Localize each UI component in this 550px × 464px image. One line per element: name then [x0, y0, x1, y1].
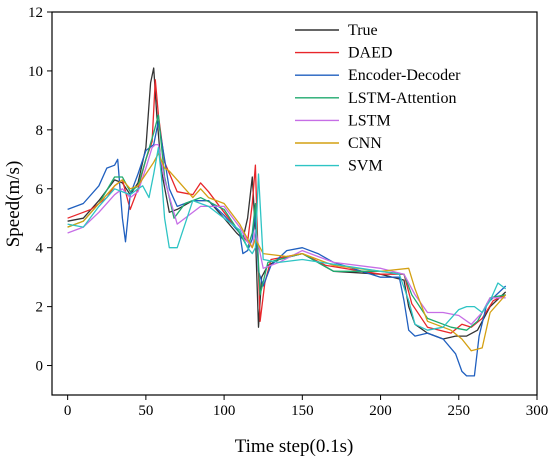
plot-lines: [67, 67, 507, 377]
series-line-true: [67, 67, 507, 340]
x-tick-label: 150: [291, 403, 314, 419]
legend-label: CNN: [348, 135, 382, 152]
legend-label: DAED: [348, 45, 392, 62]
series-line-encoder-decoder: [67, 120, 507, 377]
x-tick-label: 250: [448, 403, 471, 419]
y-tick-label: 8: [36, 123, 44, 139]
y-tick-label: 6: [36, 182, 44, 198]
series-line-lstm-attention: [67, 114, 506, 331]
y-tick-label: 0: [36, 359, 44, 375]
y-axis: 0 2 4 6 8 10 12: [28, 5, 52, 375]
y-axis-title: Speed(m/s): [3, 161, 24, 248]
legend-label: SVM: [348, 158, 383, 175]
legend-label: LSTM-Attention: [348, 90, 456, 107]
legend-label: True: [348, 22, 378, 39]
y-tick-label: 10: [28, 64, 43, 80]
series-line-cnn: [67, 152, 507, 352]
legend-label: Encoder-Decoder: [348, 67, 461, 84]
x-axis-title: Time step(0.1s): [235, 436, 354, 457]
legend-label: LSTM: [348, 112, 391, 129]
plot-frame: [51, 11, 538, 396]
y-tick-label: 12: [28, 5, 43, 21]
y-tick-label: 2: [36, 300, 44, 316]
legend: True DAED Encoder-Decoder LSTM-Attention LST…: [295, 22, 461, 175]
x-tick-label: 300: [526, 403, 549, 419]
x-axis: 0 50 100 150 200 250 300: [64, 395, 548, 419]
series-line-daed: [67, 79, 506, 334]
x-tick-label: 200: [369, 403, 392, 419]
series-line-svm: [67, 146, 507, 331]
y-tick-label: 4: [36, 241, 44, 257]
x-tick-label: 0: [64, 403, 72, 419]
x-tick-label: 100: [213, 403, 236, 419]
series-line-lstm: [67, 143, 506, 325]
x-tick-label: 50: [138, 403, 153, 419]
